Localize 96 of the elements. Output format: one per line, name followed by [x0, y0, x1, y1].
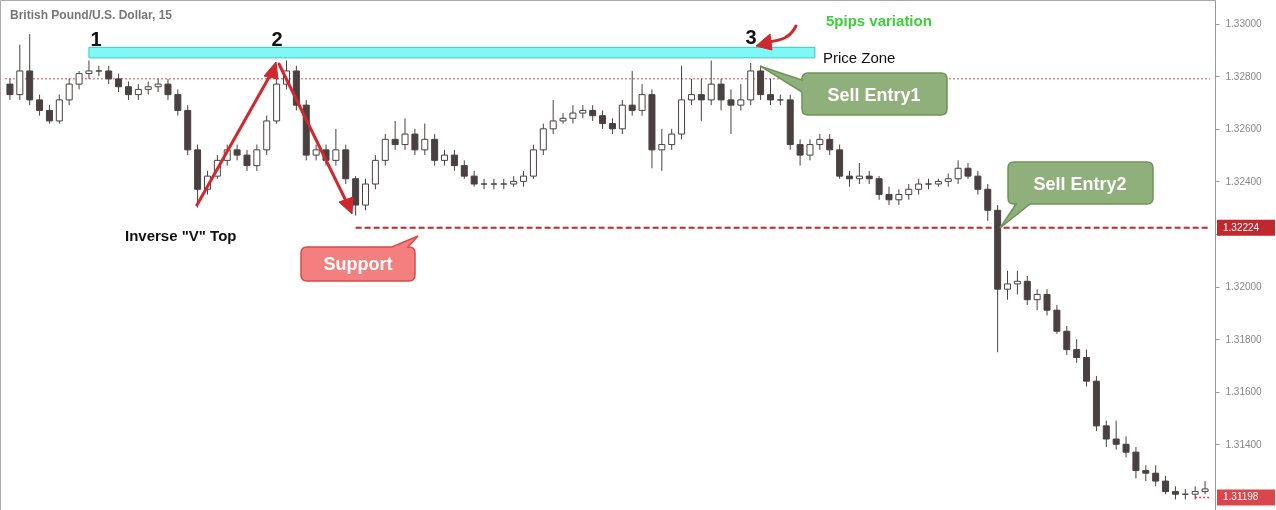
- candlestick: [757, 65, 765, 101]
- candlestick: [431, 133, 439, 167]
- annotation: Sell Entry2: [1033, 174, 1127, 194]
- candlestick: [391, 120, 399, 151]
- y-tick-label: 1.32000: [1225, 281, 1263, 293]
- candlestick: [381, 133, 389, 167]
- candlestick: [658, 128, 666, 172]
- candlestick: [1043, 288, 1051, 316]
- candlestick: [1063, 325, 1071, 356]
- candlestick: [450, 149, 458, 172]
- candlestick: [707, 59, 715, 106]
- candlestick: [855, 162, 863, 185]
- annotation: Sell Entry1: [827, 85, 921, 105]
- ref-line-label: 1.31198: [1223, 491, 1259, 503]
- candlestick: [954, 159, 962, 185]
- candlestick: [618, 99, 626, 135]
- candlestick: [628, 70, 636, 117]
- candlestick: [6, 78, 14, 101]
- candlestick: [1023, 275, 1031, 306]
- text: British Pound/U.S. Dollar, 15: [10, 8, 173, 22]
- candlestick: [174, 88, 182, 117]
- candlestick: [717, 78, 725, 111]
- candlestick: [371, 154, 379, 190]
- candlestick: [45, 104, 53, 125]
- candlestick: [895, 188, 903, 206]
- candlestick: [1004, 270, 1012, 301]
- candlestick: [559, 112, 567, 125]
- candlestick: [1083, 349, 1091, 387]
- candlestick: [480, 178, 488, 190]
- candlestick: [312, 144, 320, 161]
- candlestick: [362, 178, 370, 211]
- candlestick: [806, 138, 814, 161]
- candlestick: [796, 138, 804, 167]
- candlestick: [124, 80, 132, 101]
- y-tick-label: 1.32800: [1225, 70, 1263, 82]
- y-tick-label: 1.32600: [1225, 123, 1263, 135]
- candlestick: [55, 94, 63, 125]
- candlestick: [1013, 270, 1021, 295]
- candlestick: [727, 88, 735, 135]
- candlestick: [687, 78, 695, 106]
- candlestick: [539, 123, 547, 156]
- candlestick: [638, 83, 646, 117]
- y-tick-label: 1.33000: [1225, 18, 1263, 30]
- candlestick: [1112, 420, 1120, 451]
- annotation: 3: [745, 26, 757, 48]
- annotation: 5pips variation: [826, 12, 932, 29]
- ref-line-label: 1.32224: [1223, 221, 1260, 233]
- y-tick-label: 1.31800: [1225, 333, 1263, 345]
- candlestick: [233, 144, 241, 161]
- annotation: Support: [323, 254, 393, 274]
- y-tick-label: 1.31400: [1225, 438, 1263, 450]
- candlestick: [401, 117, 409, 151]
- candlestick: [115, 73, 123, 93]
- candlestick: [460, 159, 468, 180]
- candlestick: [1073, 338, 1081, 364]
- annotation: 1: [90, 28, 102, 50]
- candlestick: [332, 128, 340, 167]
- band-label: Price Zone: [822, 48, 896, 66]
- candlestick: [411, 128, 419, 156]
- candlestick: [1053, 304, 1061, 335]
- candlestick: [1102, 420, 1110, 448]
- candlestick: [875, 175, 883, 201]
- annotation: Inverse "V" Top: [125, 227, 237, 244]
- candlestick: [490, 178, 498, 190]
- candlestick: [421, 123, 429, 156]
- candlestick: [253, 144, 261, 172]
- candlestick: [1201, 480, 1209, 495]
- candlestick: [1122, 435, 1130, 458]
- candlestick: [1033, 288, 1041, 311]
- candlestick: [826, 133, 834, 156]
- candlestick: [105, 65, 113, 85]
- candlestick: [16, 44, 24, 101]
- y-tick-label: 1.31600: [1225, 386, 1263, 398]
- candlestick: [154, 78, 162, 93]
- candlestick: [697, 78, 705, 122]
- candlestick: [85, 59, 93, 80]
- candlestick: [1152, 464, 1160, 487]
- annotation: 2: [271, 28, 283, 50]
- candlestick: [549, 99, 557, 135]
- candlestick: [36, 94, 44, 117]
- candlestick: [599, 109, 607, 130]
- candlestick: [816, 133, 824, 151]
- candlestick: [75, 70, 83, 90]
- candlestick: [1132, 446, 1140, 479]
- candlestick: [885, 186, 893, 206]
- y-tick-label: 1.32400: [1225, 175, 1263, 187]
- candlestick: [984, 183, 992, 222]
- candlestick: [766, 78, 774, 106]
- candlestick: [164, 78, 172, 101]
- candlestick: [974, 170, 982, 196]
- candlestick: [65, 78, 73, 106]
- candlestick: [668, 128, 676, 151]
- candlestick: [243, 149, 251, 172]
- candlestick: [569, 104, 577, 125]
- candlestick: [737, 83, 745, 111]
- candlestick: [1162, 475, 1170, 495]
